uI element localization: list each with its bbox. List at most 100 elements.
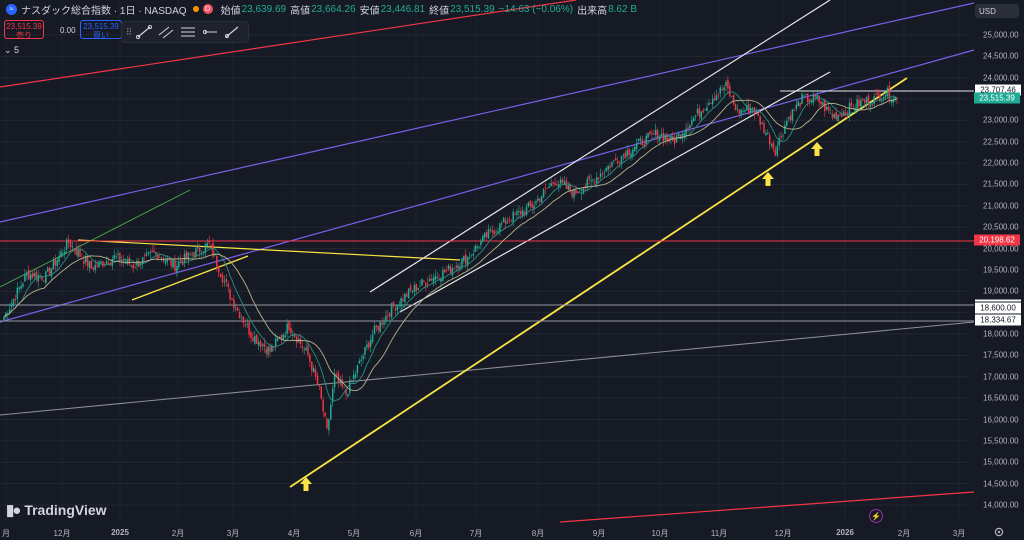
candle-body: [645, 135, 647, 145]
candle-body: [563, 181, 566, 185]
candle-body: [797, 101, 799, 107]
candle-body: [580, 192, 583, 195]
candle-body: [3, 317, 5, 320]
candle-body: [442, 269, 444, 281]
candle: [778, 133, 780, 151]
drag-handle-icon[interactable]: ⠿: [125, 26, 133, 37]
buy-button[interactable]: 23,515.39 買い: [80, 20, 122, 40]
candle-body: [685, 128, 687, 136]
candle: [605, 166, 608, 172]
candle-body: [204, 244, 207, 254]
settings-gear-icon[interactable]: [994, 527, 1004, 537]
candle-body: [252, 337, 254, 342]
candle-body: [413, 285, 416, 293]
candle-body: [27, 269, 30, 280]
ray-tool-icon[interactable]: [221, 23, 243, 41]
candle: [244, 319, 247, 329]
candle: [653, 129, 655, 135]
candle-body: [254, 336, 256, 344]
brand-name: TradingView: [24, 502, 107, 518]
candle: [119, 252, 121, 267]
candle: [871, 103, 874, 107]
candle-body: [584, 185, 587, 188]
candle: [772, 139, 775, 153]
fib-tool-icon[interactable]: [177, 23, 199, 41]
candle-body: [453, 268, 456, 270]
currency-selector[interactable]: USD: [975, 4, 1019, 18]
symbol-title[interactable]: ナスダック総合指数 · 1日 · NASDAQ: [21, 5, 187, 17]
candle: [288, 320, 290, 334]
up-arrow-icon: [300, 477, 312, 491]
candle-body: [364, 346, 366, 355]
brand-logo[interactable]: ▮● TradingView: [6, 501, 107, 519]
candle: [447, 263, 450, 272]
candle: [719, 85, 722, 98]
candle: [833, 112, 836, 119]
indicators-toggle[interactable]: ⌄ 5: [4, 45, 20, 55]
candle-body: [330, 404, 332, 420]
candle-body: [383, 321, 385, 325]
price-tick-label: 15,000.00: [983, 457, 1019, 467]
candle-body: [417, 287, 419, 290]
candle-body: [763, 122, 765, 134]
parallel-channel-tool-icon[interactable]: [155, 23, 177, 41]
candle-body: [404, 293, 406, 303]
candle: [436, 271, 438, 280]
candle: [540, 195, 543, 204]
candle-body: [529, 200, 532, 206]
candle: [293, 332, 296, 339]
candle-body: [784, 125, 786, 134]
candle: [732, 94, 735, 106]
high-label: 高値: [290, 5, 311, 17]
low-value: 23,446.81: [380, 3, 426, 15]
candle-body: [487, 229, 490, 239]
candle-body: [765, 132, 767, 135]
candle: [373, 321, 376, 335]
candle-body: [434, 275, 437, 280]
candle-body: [827, 106, 830, 111]
date-tick-label: 11月: [710, 529, 728, 538]
lightning-icon[interactable]: ⚡: [869, 509, 883, 523]
candle: [875, 88, 877, 98]
candle: [592, 178, 594, 184]
candle: [170, 258, 172, 270]
candle-body: [725, 81, 727, 86]
candle: [844, 106, 847, 118]
trend-line-tool-icon[interactable]: [133, 23, 155, 41]
candle: [789, 111, 792, 124]
candle-body: [569, 184, 571, 192]
candle: [628, 147, 630, 159]
candle-body: [56, 260, 58, 267]
candle-body: [331, 388, 334, 403]
sell-button[interactable]: 23,515.39 売り: [4, 20, 44, 40]
candle-body: [491, 230, 494, 233]
candle-body: [803, 95, 805, 97]
candle-body: [805, 94, 807, 95]
horizontal-ray-tool-icon[interactable]: [199, 23, 221, 41]
candle-body: [428, 278, 431, 282]
candle-body: [352, 375, 355, 379]
candle-body: [525, 206, 528, 215]
candle: [185, 249, 188, 262]
candle-body: [698, 108, 701, 117]
candle-body: [46, 268, 49, 272]
candle: [487, 224, 490, 240]
candle-body: [757, 112, 760, 117]
candle: [238, 308, 241, 319]
candle: [350, 379, 353, 382]
candle: [886, 85, 889, 99]
candle-body: [476, 246, 478, 249]
candle-body: [369, 339, 372, 347]
candle-body: [415, 284, 418, 292]
candle: [656, 127, 659, 144]
candle-body: [455, 266, 457, 268]
candle: [312, 365, 315, 373]
candle-body: [626, 150, 628, 157]
candle: [672, 131, 674, 142]
candle-body: [478, 247, 480, 249]
candle-body: [45, 271, 47, 283]
candle: [873, 92, 875, 109]
price-tick-label: 22,500.00: [983, 137, 1019, 147]
candle-body: [278, 336, 281, 338]
